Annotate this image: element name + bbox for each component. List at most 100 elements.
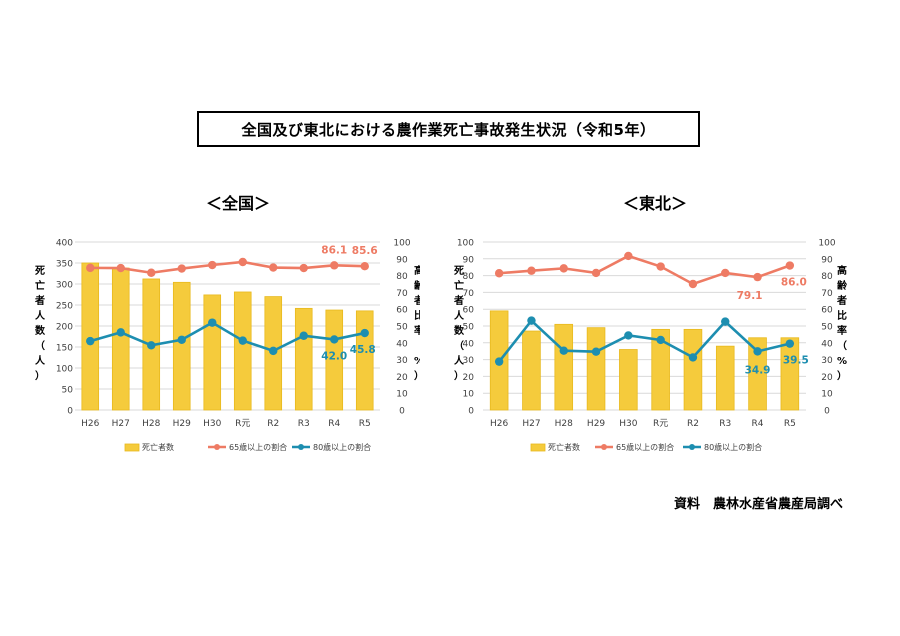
bar [780,337,800,411]
y-left-axis-label: 者 [453,294,464,307]
data-point [116,263,125,273]
y-left-tick-label: 300 [56,281,73,291]
y-left-axis-label: ） [35,369,45,382]
y-left-tick-label: 400 [56,239,73,249]
data-point [721,268,730,278]
data-label: 79.1 [737,290,763,302]
y-left-axis-label: 亡 [454,279,464,292]
x-tick-label: H27 [522,419,540,429]
source-note: 資料 農林水産省農産局調べ [674,497,844,512]
y-left-tick-label: 0 [468,407,474,417]
y-right-axis-label: 比 [837,309,847,322]
y-left-tick-label: 350 [56,260,73,270]
data-point [147,341,156,350]
y-right-axis-label: % [414,356,420,367]
data-point [360,328,369,338]
data-point [208,260,217,270]
x-tick-label: H29 [173,419,191,429]
data-label: 86.0 [781,277,807,289]
data-point [269,263,278,272]
data-point [208,318,217,327]
data-point [360,261,369,271]
bar [355,310,374,411]
y-left-tick-label: 200 [56,323,73,333]
y-left-axis-label: 人 [454,309,465,322]
y-right-axis-label: 比 [414,309,420,322]
data-point [238,336,247,345]
legend-label: 死亡者数 [548,442,580,452]
bar [683,328,703,411]
y-right-tick-label: 50 [396,323,408,333]
data-point [147,268,156,277]
y-left-axis-label: 亡 [35,279,45,292]
data-point [559,264,568,273]
data-point [624,331,633,340]
y-right-tick-label: 50 [821,323,833,333]
y-right-axis-label: 率 [837,324,847,337]
y-right-axis-label: 高 [837,264,847,277]
x-tick-label: R3 [298,419,310,429]
data-label: 42.0 [321,350,347,362]
y-right-axis-label: ） [837,369,847,382]
data-point [656,335,665,345]
y-right-tick-label: 40 [821,339,833,349]
bar [554,323,574,411]
data-point [656,262,665,271]
y-right-axis-label: 齢 [414,279,420,292]
data-point [330,261,339,270]
data-point [753,272,762,282]
y-left-tick-label: 150 [56,344,73,354]
bar [294,307,313,411]
y-left-axis-label: 死 [35,265,45,277]
bar [203,294,222,411]
y-left-tick-label: 70 [463,289,475,299]
x-tick-label: H29 [587,419,605,429]
y-left-tick-label: 50 [62,386,74,396]
data-point [494,269,504,278]
x-tick-label: R元 [235,419,250,429]
legend-label: 65歳以上の割合 [616,442,674,452]
data-point [785,261,795,270]
data-point [753,347,762,356]
bar [522,330,541,411]
page-title: 全国及び東北における農作業死亡事故発生状況（令和5年） [197,111,700,147]
chart-national: 0 50 100 150 200 250 300 350 400 0 10 20 30 40 50 60 70 8… [34,239,420,453]
x-tick-label: R5 [784,419,796,429]
data-point [86,336,95,346]
x-tick-label: R2 [267,419,279,429]
x-tick-label: R5 [359,419,371,429]
x-tick-label: R4 [328,419,340,429]
data-point [177,264,186,273]
data-point [785,339,795,348]
y-left-axis-label: 者 [34,294,45,307]
data-point [559,346,568,355]
y-right-tick-label: 60 [396,306,408,316]
data-point [177,335,186,344]
y-left-tick-label: 90 [463,255,475,265]
y-right-axis-label: ） [414,369,420,382]
legend-swatch-marker [298,444,304,450]
y-left-tick-label: 0 [67,407,73,417]
legend-label: 死亡者数 [142,442,174,452]
y-left-tick-label: 20 [463,373,475,383]
y-left-tick-label: 40 [463,339,475,349]
y-right-tick-label: 10 [396,390,408,400]
series-line-65 [90,260,365,275]
y-right-tick-label: 0 [824,407,830,417]
data-point [591,347,601,356]
legend-label: 65歳以上の割合 [229,442,287,452]
legend-label: 80歳以上の割合 [313,442,371,452]
bar [172,281,191,411]
data-point [299,263,308,273]
data-point [494,357,504,366]
series-line-65 [499,254,791,286]
y-left-axis-label: 人 [35,309,46,322]
y-right-tick-label: 100 [818,239,835,249]
y-left-tick-label: 250 [56,302,73,312]
x-tick-label: H28 [142,419,160,429]
bar [233,291,252,411]
data-label: 86.1 [321,244,347,256]
y-left-axis-label: 数 [454,324,465,337]
data-label: 85.6 [352,245,378,257]
data-point [688,279,698,289]
